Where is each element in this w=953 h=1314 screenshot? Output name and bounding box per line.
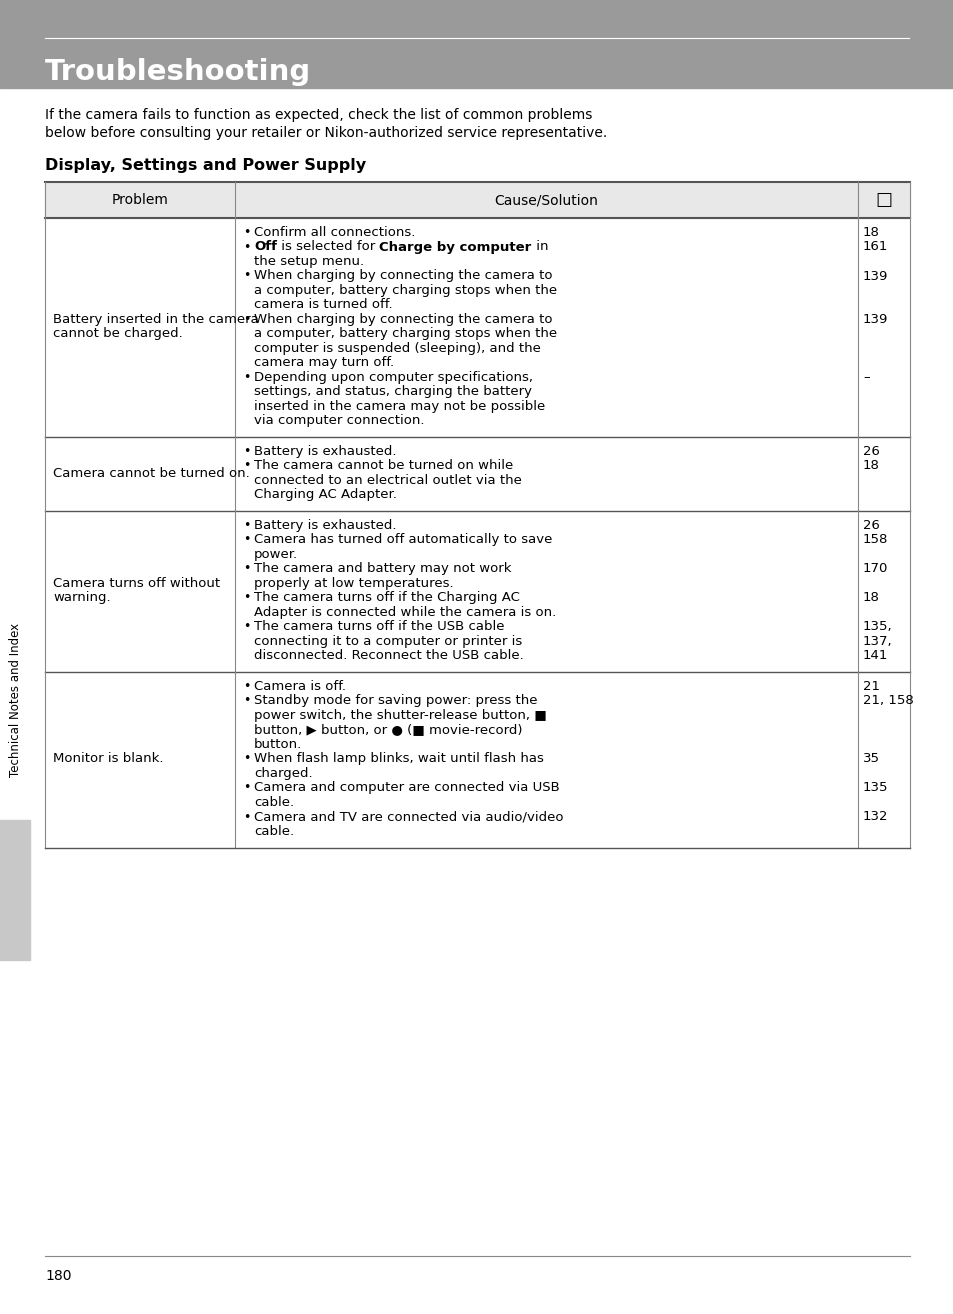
Text: Camera and computer are connected via USB: Camera and computer are connected via US… xyxy=(253,782,559,795)
Text: Battery is exhausted.: Battery is exhausted. xyxy=(253,519,396,532)
Text: Depending upon computer specifications,: Depending upon computer specifications, xyxy=(253,371,533,384)
Text: When flash lamp blinks, wait until flash has: When flash lamp blinks, wait until flash… xyxy=(253,753,543,766)
Text: a computer, battery charging stops when the: a computer, battery charging stops when … xyxy=(253,327,557,340)
Text: 26: 26 xyxy=(862,519,879,532)
Text: inserted in the camera may not be possible: inserted in the camera may not be possib… xyxy=(253,399,545,413)
Text: •: • xyxy=(243,269,250,283)
Text: •: • xyxy=(243,620,250,633)
Text: •: • xyxy=(243,753,250,766)
Text: •: • xyxy=(243,226,250,239)
Text: 161: 161 xyxy=(862,240,887,254)
Text: Camera and TV are connected via audio/video: Camera and TV are connected via audio/vi… xyxy=(253,811,563,824)
Text: –: – xyxy=(862,371,869,384)
Text: When charging by connecting the camera to: When charging by connecting the camera t… xyxy=(253,269,552,283)
Text: •: • xyxy=(243,562,250,576)
Text: •: • xyxy=(243,519,250,532)
Text: 18: 18 xyxy=(862,226,879,239)
Text: button, ▶ button, or ● (■ movie-record): button, ▶ button, or ● (■ movie-record) xyxy=(253,724,522,737)
Text: Problem: Problem xyxy=(112,193,169,208)
Text: 141: 141 xyxy=(862,649,887,662)
Text: 137,: 137, xyxy=(862,635,892,648)
Text: button.: button. xyxy=(253,738,302,752)
Text: Standby mode for saving power: press the: Standby mode for saving power: press the xyxy=(253,695,537,707)
Text: Charging AC Adapter.: Charging AC Adapter. xyxy=(253,489,396,502)
Text: a computer, battery charging stops when the: a computer, battery charging stops when … xyxy=(253,284,557,297)
Text: cable.: cable. xyxy=(253,796,294,809)
Text: •: • xyxy=(243,445,250,459)
Text: The camera and battery may not work: The camera and battery may not work xyxy=(253,562,511,576)
Text: cannot be charged.: cannot be charged. xyxy=(53,327,183,340)
Text: When charging by connecting the camera to: When charging by connecting the camera t… xyxy=(253,313,552,326)
Text: Camera turns off without: Camera turns off without xyxy=(53,577,220,590)
Text: in: in xyxy=(531,240,548,254)
Text: Off: Off xyxy=(253,240,276,254)
Text: •: • xyxy=(243,695,250,707)
Text: camera is turned off.: camera is turned off. xyxy=(253,298,393,311)
Text: Troubleshooting: Troubleshooting xyxy=(45,58,311,85)
Text: The camera turns off if the USB cable: The camera turns off if the USB cable xyxy=(253,620,504,633)
Text: connecting it to a computer or printer is: connecting it to a computer or printer i… xyxy=(253,635,521,648)
Text: •: • xyxy=(243,811,250,824)
Text: 135,: 135, xyxy=(862,620,892,633)
Text: is selected for: is selected for xyxy=(276,240,379,254)
Text: camera may turn off.: camera may turn off. xyxy=(253,356,394,369)
Text: Camera is off.: Camera is off. xyxy=(253,681,346,692)
Bar xyxy=(0,0,953,88)
Text: •: • xyxy=(243,591,250,604)
Text: •: • xyxy=(243,371,250,384)
Text: properly at low temperatures.: properly at low temperatures. xyxy=(253,577,453,590)
Text: Display, Settings and Power Supply: Display, Settings and Power Supply xyxy=(45,158,366,173)
Text: disconnected. Reconnect the USB cable.: disconnected. Reconnect the USB cable. xyxy=(253,649,523,662)
Text: Cause/Solution: Cause/Solution xyxy=(494,193,598,208)
Text: 18: 18 xyxy=(862,460,879,473)
Text: 132: 132 xyxy=(862,811,887,824)
Text: warning.: warning. xyxy=(53,591,111,604)
Text: 180: 180 xyxy=(45,1269,71,1282)
Text: Camera cannot be turned on.: Camera cannot be turned on. xyxy=(53,466,250,480)
Text: The camera turns off if the Charging AC: The camera turns off if the Charging AC xyxy=(253,591,519,604)
Text: power switch, the shutter-release button, ■: power switch, the shutter-release button… xyxy=(253,710,546,721)
Text: The camera cannot be turned on while: The camera cannot be turned on while xyxy=(253,460,513,473)
Text: 139: 139 xyxy=(862,313,887,326)
Text: 18: 18 xyxy=(862,591,879,604)
Bar xyxy=(45,183,909,218)
Text: Battery inserted in the camera: Battery inserted in the camera xyxy=(53,313,258,326)
Text: 139: 139 xyxy=(862,269,887,283)
Text: the setup menu.: the setup menu. xyxy=(253,255,364,268)
Text: Adapter is connected while the camera is on.: Adapter is connected while the camera is… xyxy=(253,606,556,619)
Text: charged.: charged. xyxy=(253,767,313,781)
Text: •: • xyxy=(243,460,250,473)
Text: •: • xyxy=(243,313,250,326)
Text: computer is suspended (sleeping), and the: computer is suspended (sleeping), and th… xyxy=(253,342,540,355)
Text: □: □ xyxy=(875,191,892,209)
Text: 26: 26 xyxy=(862,445,879,459)
Text: cable.: cable. xyxy=(253,825,294,838)
Text: •: • xyxy=(243,782,250,795)
Text: If the camera fails to function as expected, check the list of common problems: If the camera fails to function as expec… xyxy=(45,108,592,122)
Bar xyxy=(0,820,30,961)
Text: via computer connection.: via computer connection. xyxy=(253,414,424,427)
Text: •: • xyxy=(243,240,250,254)
Text: 21: 21 xyxy=(862,681,879,692)
Text: •: • xyxy=(243,681,250,692)
Text: Confirm all connections.: Confirm all connections. xyxy=(253,226,415,239)
Text: Technical Notes and Index: Technical Notes and Index xyxy=(10,623,23,777)
Text: below before consulting your retailer or Nikon-authorized service representative: below before consulting your retailer or… xyxy=(45,126,607,141)
Text: 158: 158 xyxy=(862,533,887,547)
Text: 135: 135 xyxy=(862,782,887,795)
Text: 35: 35 xyxy=(862,753,879,766)
Text: settings, and status, charging the battery: settings, and status, charging the batte… xyxy=(253,385,532,398)
Text: connected to an electrical outlet via the: connected to an electrical outlet via th… xyxy=(253,474,521,487)
Text: 21, 158: 21, 158 xyxy=(862,695,913,707)
Text: Monitor is blank.: Monitor is blank. xyxy=(53,753,163,766)
Text: power.: power. xyxy=(253,548,297,561)
Text: •: • xyxy=(243,533,250,547)
Text: Charge by computer: Charge by computer xyxy=(379,240,531,254)
Text: Camera has turned off automatically to save: Camera has turned off automatically to s… xyxy=(253,533,552,547)
Text: Battery is exhausted.: Battery is exhausted. xyxy=(253,445,396,459)
Text: 170: 170 xyxy=(862,562,887,576)
